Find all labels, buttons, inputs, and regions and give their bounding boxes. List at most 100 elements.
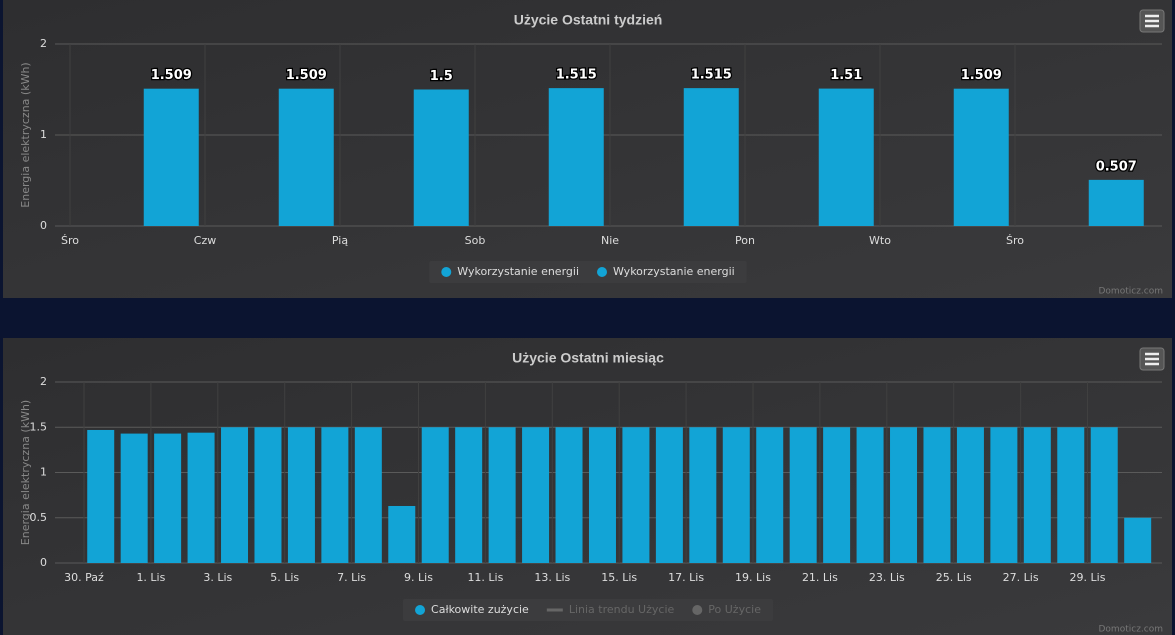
x-tick-label: Czw xyxy=(194,234,216,247)
bar xyxy=(278,88,334,226)
bar xyxy=(455,427,483,563)
bar xyxy=(488,427,516,563)
x-tick-label: 19. Lis xyxy=(735,571,771,584)
chart-title: Użycie Ostatni miesiąc xyxy=(512,350,664,366)
bar xyxy=(683,88,739,226)
bar xyxy=(548,88,604,226)
bar xyxy=(818,88,874,226)
bar xyxy=(321,427,349,563)
credit: Domoticz.com xyxy=(1099,287,1164,297)
bar xyxy=(1023,427,1051,563)
legend-symbol xyxy=(597,267,607,277)
bar xyxy=(1090,427,1118,563)
bar xyxy=(154,433,182,563)
x-tick-label: 21. Lis xyxy=(802,571,838,584)
bar xyxy=(622,427,650,563)
bar xyxy=(287,427,315,563)
legend-label[interactable]: Wykorzystanie energii xyxy=(457,265,579,278)
bar xyxy=(655,427,683,563)
y-tick-label: 1 xyxy=(40,128,47,141)
bar xyxy=(990,427,1018,563)
x-tick-label: Pon xyxy=(735,234,755,247)
bar xyxy=(1057,427,1085,563)
y-tick-label: 0 xyxy=(40,556,47,569)
x-tick-label: 9. Lis xyxy=(404,571,433,584)
data-label: 1.509 xyxy=(151,68,192,83)
legend-label[interactable]: Wykorzystanie energii xyxy=(613,265,735,278)
x-tick-label: Nie xyxy=(601,234,619,247)
x-tick-label: 17. Lis xyxy=(668,571,704,584)
data-label: 1.515 xyxy=(691,68,732,83)
y-tick-label: 1.5 xyxy=(30,420,48,433)
bar xyxy=(87,429,115,563)
x-tick-label: 30. Paź xyxy=(64,571,104,584)
bar xyxy=(221,427,249,563)
legend-symbol xyxy=(415,605,426,615)
x-tick-label: Pią xyxy=(332,234,348,247)
x-tick-label: 25. Lis xyxy=(936,571,972,584)
bar xyxy=(522,427,550,563)
x-tick-label: Sob xyxy=(465,234,486,247)
x-tick-label: Śro xyxy=(1006,234,1024,247)
legend-symbol xyxy=(692,605,703,615)
y-axis-label: Energia elektryczna (kWh) xyxy=(19,62,32,207)
bar xyxy=(923,427,951,563)
legend-box xyxy=(403,599,773,621)
bar xyxy=(689,427,717,563)
menu-button[interactable] xyxy=(1139,9,1165,33)
bar xyxy=(956,427,984,563)
bar xyxy=(722,427,750,563)
y-tick-label: 2 xyxy=(40,37,47,50)
data-label: 0.507 xyxy=(1096,159,1137,174)
x-tick-label: 15. Lis xyxy=(601,571,637,584)
x-tick-label: 7. Lis xyxy=(337,571,366,584)
x-tick-label: 11. Lis xyxy=(467,571,503,584)
bar xyxy=(756,427,784,563)
legend-symbol xyxy=(441,267,452,277)
menu-button[interactable] xyxy=(1139,347,1165,371)
bar xyxy=(1088,179,1144,226)
credit: Domoticz.com xyxy=(1099,625,1164,635)
data-label: 1.509 xyxy=(961,68,1002,83)
bar xyxy=(953,88,1009,226)
x-tick-label: 5. Lis xyxy=(270,571,299,584)
x-tick-label: 13. Lis xyxy=(534,571,570,584)
bar xyxy=(823,427,851,563)
y-axis-label: Energia elektryczna (kWh) xyxy=(19,400,32,545)
bar xyxy=(1124,517,1152,563)
bar xyxy=(413,89,469,226)
bar xyxy=(120,433,148,563)
legend-label[interactable]: Linia trendu Użycie xyxy=(569,603,675,616)
legend-label[interactable]: Całkowite zużycie xyxy=(431,603,529,616)
bar xyxy=(143,88,199,226)
x-tick-label: 27. Lis xyxy=(1003,571,1039,584)
bar xyxy=(588,427,616,563)
bar xyxy=(187,432,215,563)
data-label: 1.51 xyxy=(830,68,862,83)
x-tick-label: 1. Lis xyxy=(136,571,165,584)
chart-title: Użycie Ostatni tydzień xyxy=(514,12,663,28)
legend-label[interactable]: Po Użycie xyxy=(708,603,761,616)
y-tick-label: 2 xyxy=(40,375,47,388)
data-label: 1.5 xyxy=(430,69,453,84)
data-label: 1.509 xyxy=(286,68,327,83)
bar xyxy=(421,427,449,563)
x-tick-label: 3. Lis xyxy=(203,571,232,584)
bar xyxy=(856,427,884,563)
y-tick-label: 0 xyxy=(40,219,47,232)
y-tick-label: 1 xyxy=(40,466,47,479)
x-tick-label: 29. Lis xyxy=(1070,571,1106,584)
x-tick-label: Wto xyxy=(869,234,891,247)
data-label: 1.515 xyxy=(556,68,597,83)
legend-box xyxy=(429,261,747,283)
x-tick-label: 23. Lis xyxy=(869,571,905,584)
bar xyxy=(354,427,382,563)
bar xyxy=(789,427,817,563)
y-tick-label: 0.5 xyxy=(30,511,48,524)
bar xyxy=(555,427,583,563)
bar xyxy=(254,427,282,563)
bar xyxy=(890,427,918,563)
x-tick-label: Śro xyxy=(61,234,79,247)
bar xyxy=(388,505,416,563)
